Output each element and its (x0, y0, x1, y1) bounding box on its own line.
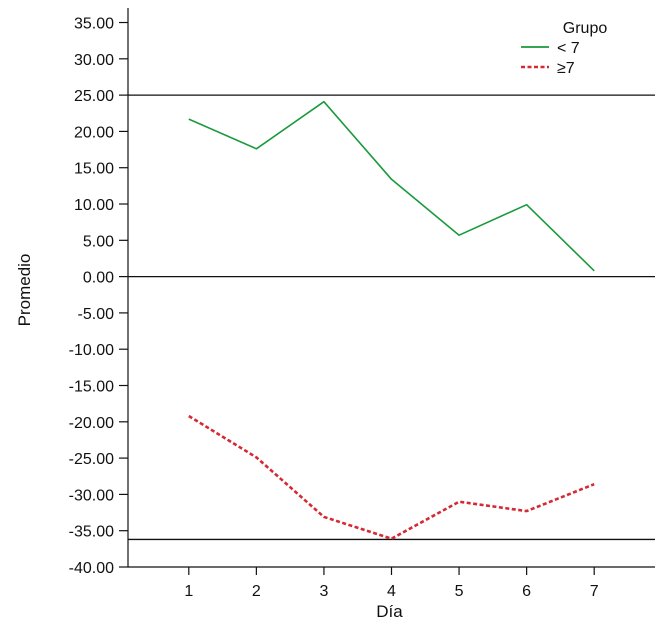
y-tick-label: -30.00 (69, 487, 114, 504)
x-tick-label: 5 (455, 583, 464, 600)
y-tick-label: 15.00 (74, 161, 114, 178)
y-tick-label: 10.00 (74, 197, 114, 214)
y-tick-label: 35.00 (74, 16, 114, 33)
y-tick-label: 30.00 (74, 52, 114, 69)
y-tick-label: -20.00 (69, 415, 114, 432)
legend-label-7-or-more: ≥7 (557, 60, 575, 77)
y-tick-label: -15.00 (69, 379, 114, 396)
y-tick-label: 0.00 (83, 270, 114, 287)
x-tick-label: 1 (184, 583, 193, 600)
x-tick-label: 6 (522, 583, 531, 600)
legend: Grupo < 7 ≥7 (521, 20, 607, 77)
x-tick-label: 7 (590, 583, 599, 600)
x-axis-title: Día (376, 602, 403, 621)
y-tick-label: -5.00 (78, 306, 115, 323)
y-tick-label: -10.00 (69, 342, 114, 359)
series-line-0 (188, 100, 595, 272)
series-group (188, 100, 595, 541)
legend-title: Grupo (563, 20, 608, 37)
x-tick-label: 2 (252, 583, 261, 600)
y-tick-label: -40.00 (69, 560, 114, 577)
y-tick-label: 20.00 (74, 124, 114, 141)
x-tick-label: 3 (319, 583, 328, 600)
series-line-1 (188, 414, 595, 541)
y-axis-title: Promedio (15, 254, 34, 327)
x-tick-label: 4 (387, 583, 396, 600)
y-axis-ticks: 35.00 30.00 25.00 20.00 15.00 10.00 5.00 0.00 -5… (69, 16, 128, 577)
reference-lines (128, 94, 655, 541)
y-tick-label: 25.00 (74, 88, 114, 105)
y-tick-label: -25.00 (69, 451, 114, 468)
x-axis-ticks: 1 2 3 4 5 6 7 (184, 567, 599, 600)
legend-label-under-7: < 7 (557, 40, 580, 57)
y-tick-label: -35.00 (69, 524, 114, 541)
y-tick-label: 5.00 (83, 233, 114, 250)
